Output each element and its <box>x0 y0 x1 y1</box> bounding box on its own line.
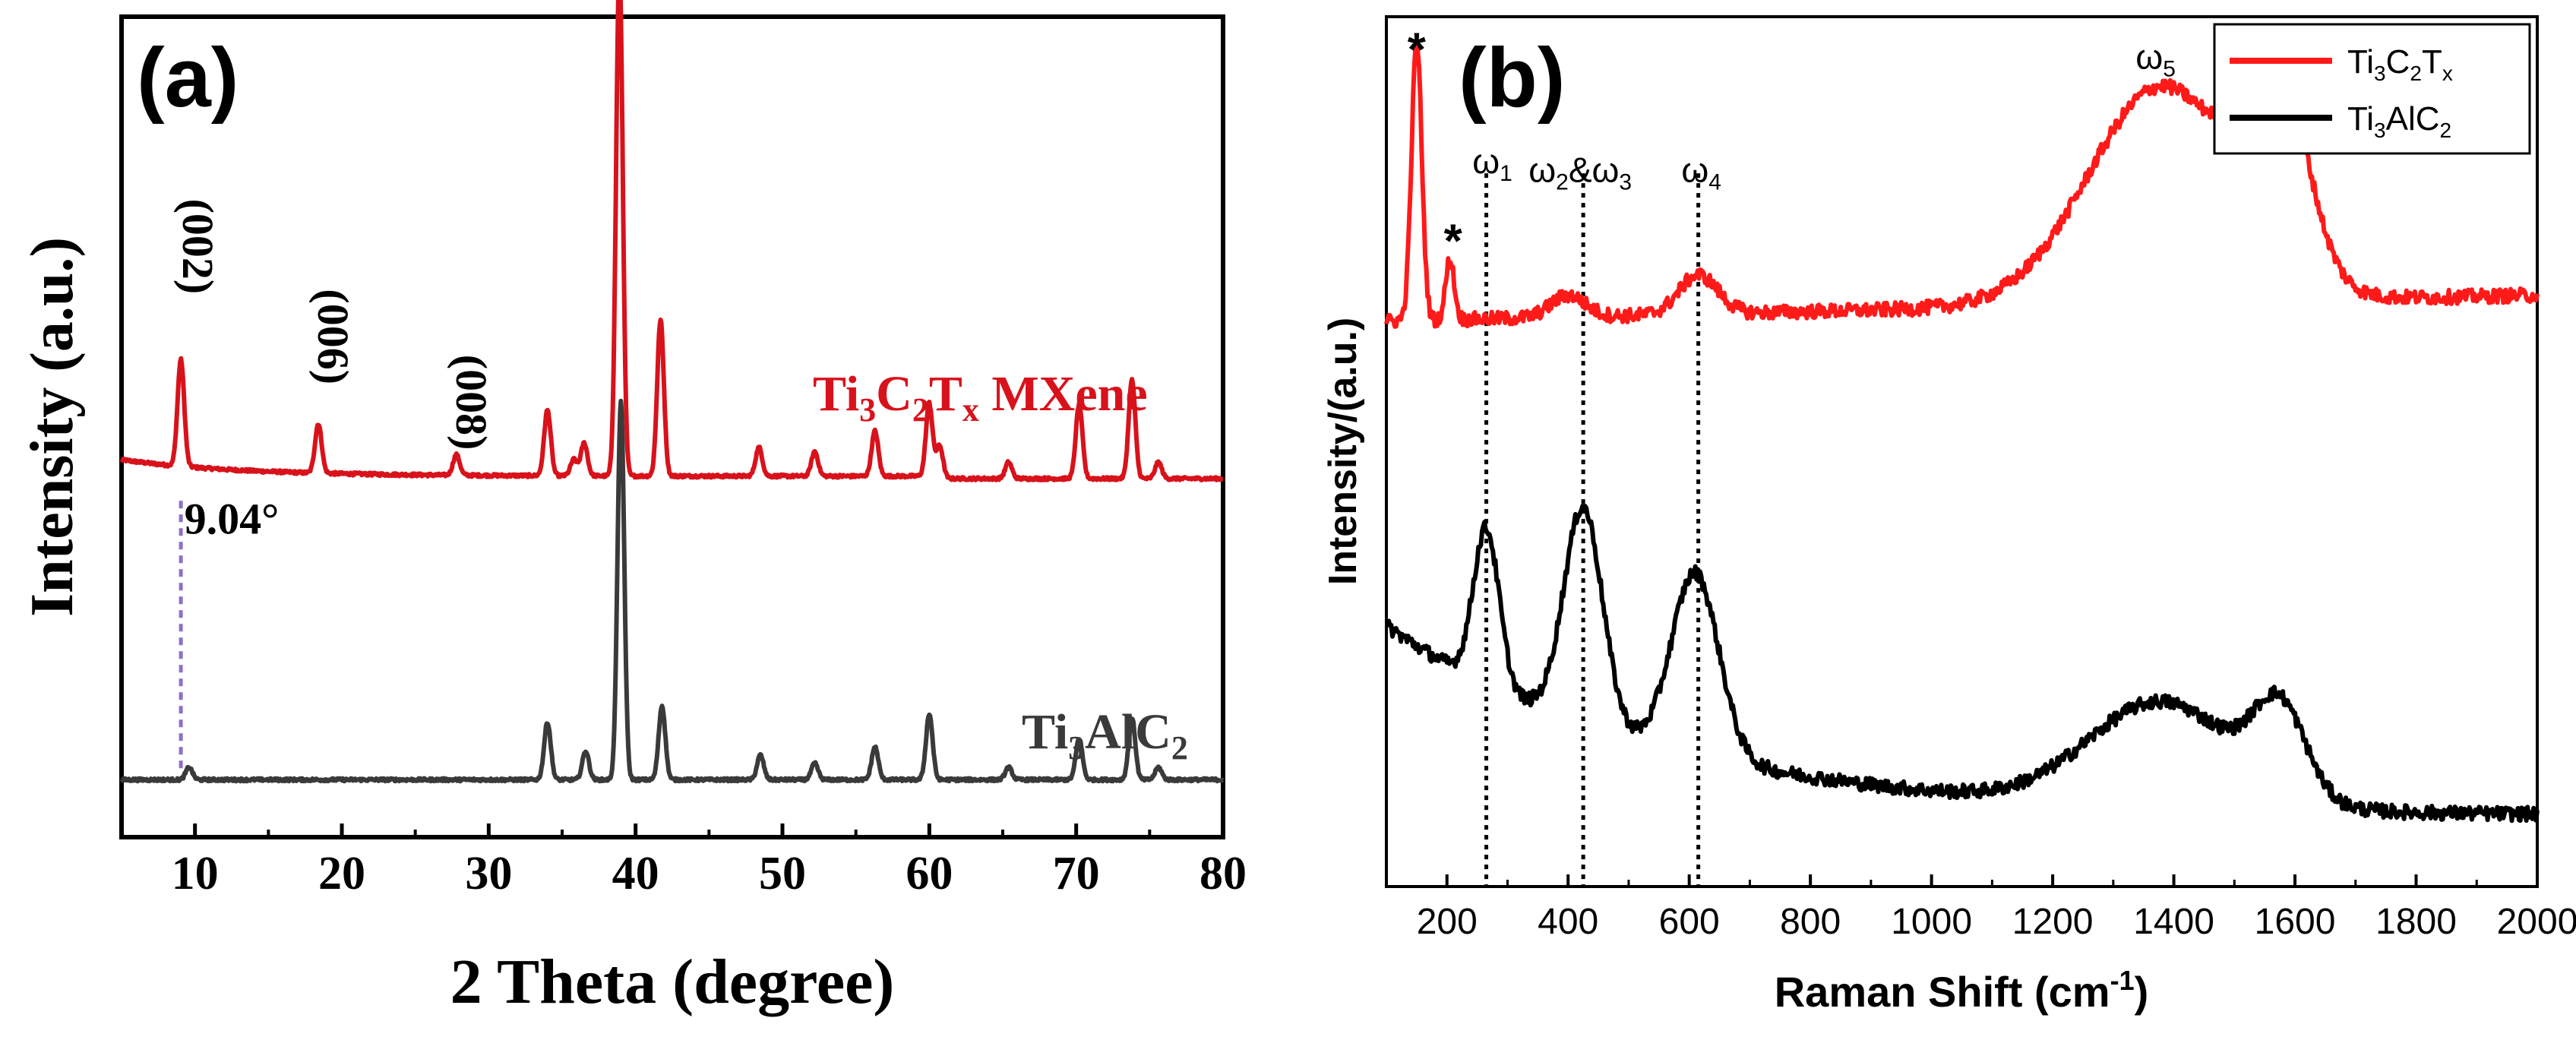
hkl-annotation-a: (008) <box>447 355 496 450</box>
x-tick-label-b: 1400 <box>2133 902 2214 942</box>
x-tick-label-b: 600 <box>1659 902 1720 942</box>
series-line-max-a <box>119 398 1225 784</box>
series-line-max-b <box>1385 504 2540 823</box>
x-tick-label-b: 1200 <box>2012 902 2094 942</box>
legend-b: Ti3C2Tx Ti3AlC2 <box>2213 23 2531 155</box>
x-tick-label-b: 1000 <box>1891 902 1972 942</box>
hkl-annotation-a: (002) <box>173 199 223 295</box>
x-axis-label-b: Raman Shift (cm-1) <box>1775 965 2149 1016</box>
plot-frame-b <box>1385 15 2539 888</box>
x-tick-label-b: 2000 <box>2497 902 2576 942</box>
legend-label-mxene: Ti3C2Tx <box>2347 43 2453 85</box>
series-label-mxene-a: Ti3C2Tx MXene <box>813 366 1148 428</box>
annotations-a: (002) (006) (008) 9.04° <box>173 199 496 544</box>
mode-label-b: ω2&ω3 <box>1528 150 1632 195</box>
series-line-mxene-b <box>1384 35 2540 329</box>
panel-label-b: (b) <box>1459 31 1565 125</box>
x-ticks-b: 200 400 600 800 1000 1200 1400 1600 1800 2000 <box>1385 874 2576 942</box>
x-tick-label-b: 1800 <box>2375 902 2457 942</box>
asterisk-marker-b: * <box>1408 24 1427 76</box>
x-tick-label-a: 50 <box>759 848 806 899</box>
x-tick-label-a: 20 <box>318 848 365 899</box>
legend-box <box>2213 23 2531 155</box>
y-axis-label-a: Intensity (a.u.) <box>19 237 86 617</box>
panel-label-a: (a) <box>137 31 239 125</box>
series-b <box>1384 35 2540 823</box>
hkl-annotation-a: (006) <box>308 289 358 384</box>
asterisk-marker-b: * <box>1444 215 1463 267</box>
y-axis-label-b: Intensity/(a.u.) <box>1321 318 1365 585</box>
mode-label-b: ω5 <box>2135 37 2176 82</box>
x-tick-label-a: 30 <box>465 848 512 899</box>
peak-angle-annotation-a: 9.04° <box>185 494 280 543</box>
x-axis-label-a: 2 Theta (degree) <box>450 947 895 1017</box>
series-line-mxene-a <box>119 0 1225 482</box>
panel-a: 10 20 30 40 50 60 70 80 (002) (006) (008) 9.04° (a… <box>19 0 1247 1017</box>
series-a <box>119 0 1225 784</box>
x-tick-label-b: 200 <box>1417 902 1478 942</box>
x-tick-label-a: 40 <box>612 848 659 899</box>
x-tick-label-a: 10 <box>172 848 219 899</box>
x-tick-label-b: 800 <box>1780 902 1841 942</box>
plot-frame-a <box>119 14 1225 839</box>
panel-b: 200 400 600 800 1000 1200 1400 1600 1800 2000 **ω… <box>1321 15 2576 1016</box>
x-tick-label-a: 60 <box>906 848 953 899</box>
x-tick-label-b: 1600 <box>2255 902 2336 942</box>
x-tick-label-b: 400 <box>1538 902 1598 942</box>
x-tick-label-a: 80 <box>1199 848 1247 899</box>
mode-label-b: ω1 <box>1472 141 1512 186</box>
mode-label-b: ω4 <box>1681 150 1721 195</box>
series-label-max-a: Ti3AlC2 <box>1022 704 1188 767</box>
legend-label-max: Ti3AlC2 <box>2347 100 2451 142</box>
x-ticks-a: 10 20 30 40 50 60 70 80 <box>120 823 1247 899</box>
x-tick-label-a: 70 <box>1053 848 1100 899</box>
